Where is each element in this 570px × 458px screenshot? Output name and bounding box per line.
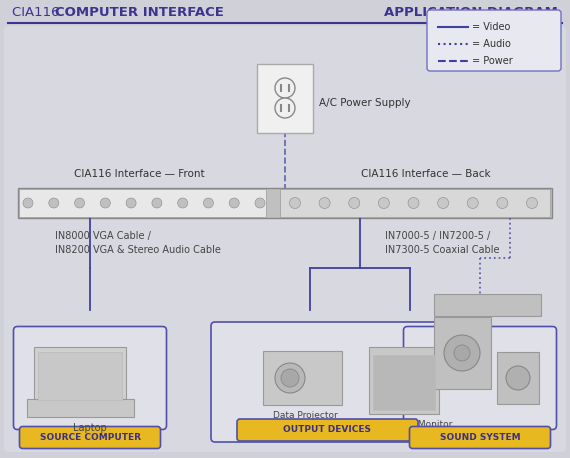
FancyBboxPatch shape xyxy=(404,327,556,430)
Circle shape xyxy=(378,197,389,208)
Text: = Power: = Power xyxy=(472,56,513,66)
Text: IN7000-5 / IN7200-5 /
IN7300-5 Coaxial Cable: IN7000-5 / IN7200-5 / IN7300-5 Coaxial C… xyxy=(385,231,499,255)
Circle shape xyxy=(23,198,33,208)
Text: Presentation Monitor: Presentation Monitor xyxy=(358,420,452,429)
FancyBboxPatch shape xyxy=(14,327,166,430)
Circle shape xyxy=(75,198,84,208)
FancyBboxPatch shape xyxy=(19,189,266,217)
Circle shape xyxy=(527,197,538,208)
FancyBboxPatch shape xyxy=(38,352,122,400)
Circle shape xyxy=(506,366,530,390)
FancyBboxPatch shape xyxy=(4,26,566,452)
FancyBboxPatch shape xyxy=(27,399,134,417)
FancyBboxPatch shape xyxy=(427,10,561,71)
Circle shape xyxy=(408,197,419,208)
FancyBboxPatch shape xyxy=(409,426,551,448)
FancyBboxPatch shape xyxy=(237,419,418,441)
Circle shape xyxy=(290,197,300,208)
Circle shape xyxy=(49,198,59,208)
Text: SOUND SYSTEM: SOUND SYSTEM xyxy=(439,433,520,442)
FancyBboxPatch shape xyxy=(263,351,342,405)
Circle shape xyxy=(349,197,360,208)
Circle shape xyxy=(152,198,162,208)
Circle shape xyxy=(275,78,295,98)
FancyBboxPatch shape xyxy=(434,294,541,316)
FancyBboxPatch shape xyxy=(34,347,126,404)
Circle shape xyxy=(444,335,480,371)
Circle shape xyxy=(467,197,478,208)
Text: = Video: = Video xyxy=(472,22,510,32)
Text: IN8000 VGA Cable /
IN8200 VGA & Stereo Audio Cable: IN8000 VGA Cable / IN8200 VGA & Stereo A… xyxy=(55,231,221,255)
Circle shape xyxy=(438,197,449,208)
FancyBboxPatch shape xyxy=(497,352,539,404)
Text: CIA116 Interface — Front: CIA116 Interface — Front xyxy=(74,169,204,179)
Circle shape xyxy=(281,369,299,387)
Circle shape xyxy=(275,98,295,118)
FancyBboxPatch shape xyxy=(373,355,435,410)
FancyBboxPatch shape xyxy=(280,189,550,217)
Text: A/C Power Supply: A/C Power Supply xyxy=(319,98,410,108)
Text: CIA116 Interface — Back: CIA116 Interface — Back xyxy=(361,169,491,179)
FancyBboxPatch shape xyxy=(19,426,161,448)
FancyBboxPatch shape xyxy=(369,347,439,414)
Circle shape xyxy=(255,198,265,208)
Circle shape xyxy=(497,197,508,208)
FancyBboxPatch shape xyxy=(18,188,552,218)
Circle shape xyxy=(178,198,188,208)
Circle shape xyxy=(275,363,305,393)
Circle shape xyxy=(203,198,213,208)
Text: Laptop: Laptop xyxy=(73,423,107,433)
Circle shape xyxy=(126,198,136,208)
FancyBboxPatch shape xyxy=(434,317,491,389)
Text: COMPUTER INTERFACE: COMPUTER INTERFACE xyxy=(55,6,224,20)
Circle shape xyxy=(454,345,470,361)
Text: SOURCE COMPUTER: SOURCE COMPUTER xyxy=(39,433,140,442)
Text: CIA116: CIA116 xyxy=(12,6,64,20)
Circle shape xyxy=(229,198,239,208)
FancyBboxPatch shape xyxy=(257,64,313,132)
Circle shape xyxy=(319,197,330,208)
FancyBboxPatch shape xyxy=(211,322,459,442)
Text: APPLICATION DIAGRAM: APPLICATION DIAGRAM xyxy=(384,6,558,20)
Text: = Audio: = Audio xyxy=(472,39,511,49)
Text: OUTPUT DEVICES: OUTPUT DEVICES xyxy=(283,425,371,435)
Text: Data Projector: Data Projector xyxy=(272,411,337,420)
Circle shape xyxy=(100,198,111,208)
